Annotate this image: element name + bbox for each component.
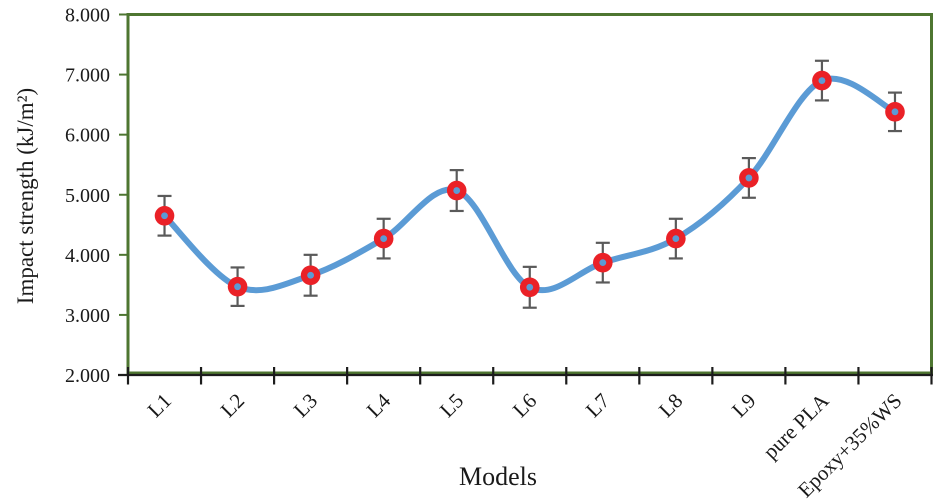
y-tick-label: 6.000 [65,125,110,147]
y-tick-label: 7.000 [65,65,110,87]
y-tick-label: 3.000 [65,305,110,327]
data-point-marker [885,102,905,122]
y-tick-label: 5.000 [65,185,110,207]
category-label: L7 [581,389,614,422]
series-smooth-line [161,75,898,294]
category-label: L4 [362,388,396,422]
category-label: L2 [216,389,249,422]
category-label: L3 [289,389,322,422]
category-label: L6 [508,389,541,422]
y-tick-label: 2.000 [65,365,110,387]
data-point-marker [446,180,467,201]
data-point-marker [592,252,613,273]
data-point-markers [154,70,905,298]
category-label: L1 [143,389,176,422]
category-label: pure PLA [758,388,834,464]
y-axis-ticks [119,13,129,376]
y-tick-label: 8.000 [65,5,110,27]
data-point-marker [373,228,394,249]
data-point-marker [519,277,540,298]
y-axis-tick-labels: 2.000 3.000 4.000 5.000 6.000 7.000 8.000 [65,5,110,388]
x-axis-ticks [126,367,933,385]
data-point-marker [227,276,248,297]
data-point-marker [739,168,759,188]
x-axis-title: Models [459,462,537,491]
y-axis-title: Impact strength (kJ/m²) [13,88,38,304]
error-bars [157,59,902,309]
data-point-marker [666,228,686,249]
y-tick-label: 4.000 [65,245,110,267]
data-point-marker [300,265,321,286]
data-point-marker [812,70,832,91]
plot-area-border [126,13,933,375]
data-point-marker [154,205,175,226]
category-label: L5 [435,389,468,422]
category-label: L8 [654,389,687,422]
category-label: L9 [727,389,760,422]
